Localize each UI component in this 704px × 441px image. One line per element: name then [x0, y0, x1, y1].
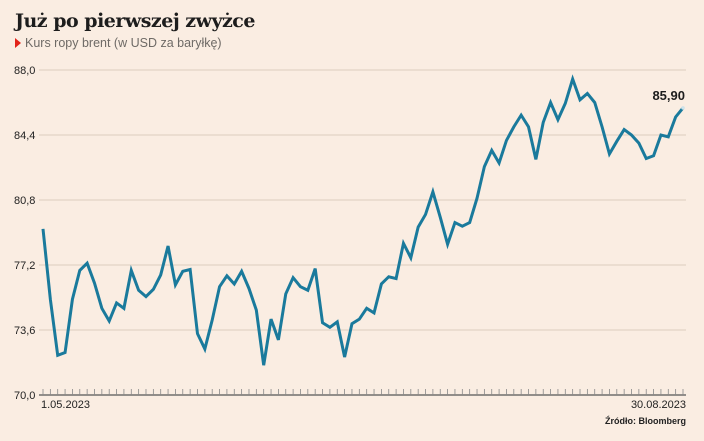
- y-tick-label: 73,6: [14, 325, 35, 337]
- y-tick-label: 77,2: [14, 260, 35, 272]
- x-start-label: 1.05.2023: [41, 399, 90, 411]
- price-line: [41, 74, 685, 366]
- red-triangle-icon: [15, 38, 21, 48]
- y-tick-label: 80,8: [14, 195, 35, 207]
- x-end-label: 30.08.2023: [631, 399, 686, 411]
- data-point: [681, 106, 685, 110]
- subtitle-text: Kurs ropy brent (w USD za baryłkę): [25, 36, 222, 50]
- last-value-label: 85,90: [652, 88, 685, 103]
- source-note: Źródło: Bloomberg: [605, 416, 686, 426]
- chart-title: Już po pierwszej zwyżce: [15, 10, 255, 32]
- y-tick-label: 88,0: [14, 65, 35, 77]
- y-tick-label: 84,4: [14, 130, 35, 142]
- chart-subtitle: Kurs ropy brent (w USD za baryłkę): [15, 36, 222, 50]
- y-tick-label: 70,0: [14, 390, 35, 402]
